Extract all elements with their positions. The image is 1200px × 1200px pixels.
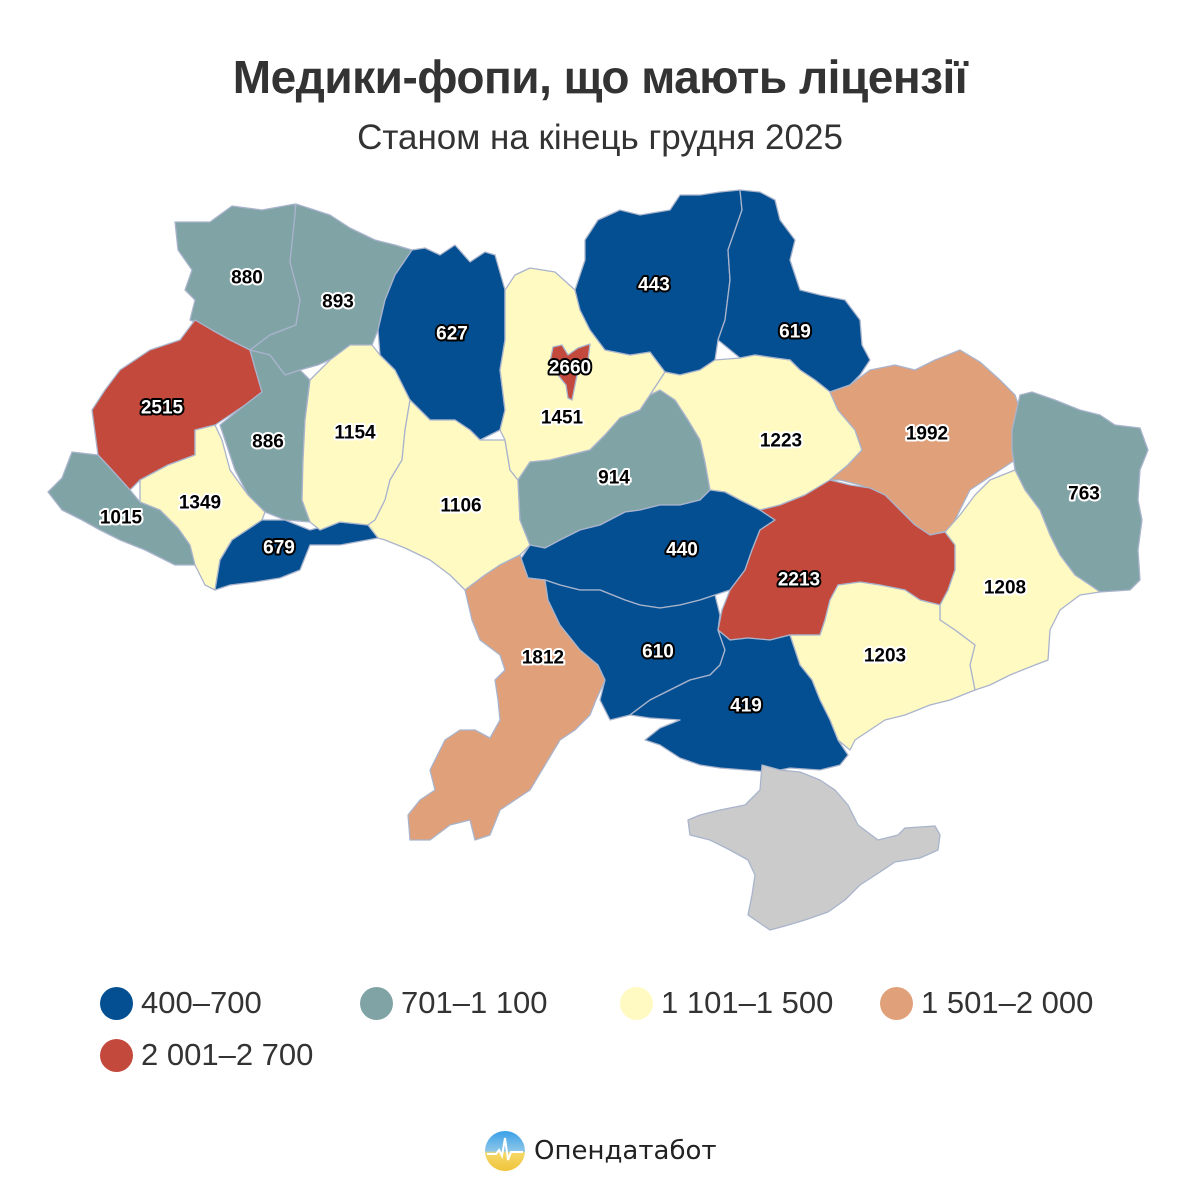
legend-label: 1 101–1 500 [661,985,834,1020]
region-label-chernivtsi: 679 [263,538,295,559]
region-label-sumy: 619 [779,322,811,343]
region-label-ternopil: 886 [252,432,284,453]
legend-label: 701–1 100 [401,985,548,1020]
region-label-luhansk: 763 [1068,484,1100,505]
ukraine-map: 880 893 2515 886 1015 1349 679 1154 627 1106 2660 1… [47,189,1149,931]
region-label-kyiv-oblast: 1451 [541,408,584,429]
region-label-lviv: 2515 [141,398,184,419]
legend-swatch [100,1038,133,1072]
legend-item-1101-1500: 1 101–1 500 [620,985,833,1021]
region-label-mykolaiv: 610 [642,642,674,663]
region-zakarpattia[interactable] [47,451,196,566]
region-label-kirovohrad: 440 [666,540,698,561]
region-label-volyn: 880 [231,268,263,289]
legend-item-701-1100: 701–1 100 [360,985,548,1021]
region-label-zhytomyr: 627 [436,324,468,345]
region-label-khmelnytskyi: 1154 [334,423,376,444]
region-label-kharkiv: 1992 [906,424,948,445]
region-label-chernihiv: 443 [638,275,670,296]
region-label-zakarpattia: 1015 [100,508,143,529]
region-label-cherkasy: 914 [598,468,630,489]
brand-name: Опендатабот [534,1136,717,1166]
region-kherson[interactable] [629,629,849,773]
legend-item-2001-2700: 2 001–2 700 [100,1037,313,1073]
region-label-ivano-frankivsk: 1349 [179,493,221,514]
legend-label: 1 501–2 000 [921,985,1094,1020]
opendatabot-logo-icon [485,1131,525,1171]
region-label-vinnytsia: 1106 [440,496,481,517]
region-label-rivne: 893 [322,292,354,313]
region-label-zaporizhzhia: 1203 [864,646,906,667]
legend-label: 2 001–2 700 [141,1037,314,1072]
chart-subtitle: Станом на кінець грудня 2025 [357,118,843,157]
legend-swatch [100,986,133,1020]
brand-logo: Опендатабот [484,1130,717,1172]
region-label-odesa: 1812 [522,648,564,669]
region-label-dnipropetrovsk: 2213 [778,570,820,591]
legend-swatch [620,986,653,1020]
region-label-kyiv-city: 2660 [549,358,591,379]
region-label-donetsk: 1208 [984,578,1026,599]
region-label-kherson: 419 [730,696,762,717]
region-crimea[interactable] [687,764,941,931]
chart-title: Медики-фопи, що мають ліцензії [232,51,968,103]
legend-swatch [360,986,393,1020]
legend-item-1501-2000: 1 501–2 000 [880,985,1093,1021]
region-label-poltava: 1223 [760,431,802,452]
region-kyiv-city[interactable] [549,343,591,401]
legend-item-400-700: 400–700 [100,985,262,1021]
region-value-labels: 880 893 2515 886 1015 1349 679 1154 627 1106 2660 1… [98,266,1102,719]
legend-label: 400–700 [141,985,262,1020]
legend-swatch [880,986,913,1020]
region-kharkiv[interactable] [829,349,1021,536]
